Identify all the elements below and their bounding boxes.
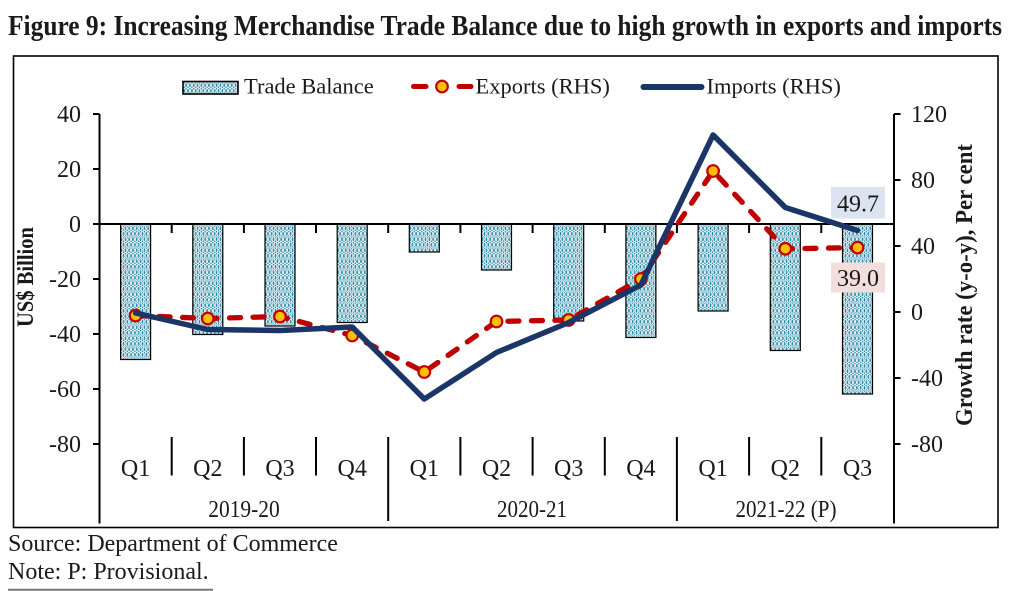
svg-text:Q1: Q1	[121, 456, 150, 482]
svg-text:Imports (RHS): Imports (RHS)	[707, 74, 841, 99]
svg-text:Q2: Q2	[193, 456, 222, 482]
svg-text:0: 0	[911, 300, 923, 326]
svg-text:-40: -40	[49, 322, 81, 348]
svg-text:80: 80	[911, 168, 935, 194]
svg-text:US$ Billion: US$ Billion	[13, 227, 38, 327]
svg-text:0: 0	[69, 212, 81, 238]
svg-text:Q1: Q1	[698, 456, 727, 482]
svg-text:Q4: Q4	[338, 456, 367, 482]
svg-text:Note: P: Provisional.: Note: P: Provisional.	[8, 559, 209, 585]
svg-text:2020-21: 2020-21	[497, 497, 567, 523]
svg-text:40: 40	[911, 234, 935, 260]
svg-text:-40: -40	[911, 366, 943, 392]
svg-text:Growth rate (y-o-y), Per cent: Growth rate (y-o-y), Per cent	[952, 144, 978, 426]
svg-text:-80: -80	[911, 432, 943, 458]
svg-text:Q3: Q3	[554, 456, 583, 482]
svg-text:Figure 9: Increasing Merchandi: Figure 9: Increasing Merchandise Trade B…	[8, 10, 1002, 42]
svg-text:2021-22 (P): 2021-22 (P)	[736, 497, 837, 523]
svg-text:40: 40	[57, 102, 81, 128]
svg-text:39.0: 39.0	[837, 266, 879, 292]
svg-text:-20: -20	[49, 267, 81, 293]
svg-text:20: 20	[57, 157, 81, 183]
svg-text:120: 120	[911, 102, 947, 128]
svg-text:Exports (RHS): Exports (RHS)	[476, 74, 610, 99]
svg-text:Q1: Q1	[410, 456, 439, 482]
svg-text:49.7: 49.7	[837, 192, 879, 218]
svg-text:Q3: Q3	[843, 456, 872, 482]
svg-text:Q3: Q3	[265, 456, 294, 482]
svg-text:Q2: Q2	[482, 456, 511, 482]
svg-text:2019-20: 2019-20	[208, 497, 280, 523]
svg-text:Source: Department of Commerce: Source: Department of Commerce	[8, 531, 338, 557]
svg-text:Trade Balance: Trade Balance	[244, 74, 374, 99]
svg-text:-80: -80	[49, 432, 81, 458]
svg-text:-60: -60	[49, 377, 81, 403]
svg-text:Q2: Q2	[771, 456, 800, 482]
svg-text:Q4: Q4	[626, 456, 655, 482]
